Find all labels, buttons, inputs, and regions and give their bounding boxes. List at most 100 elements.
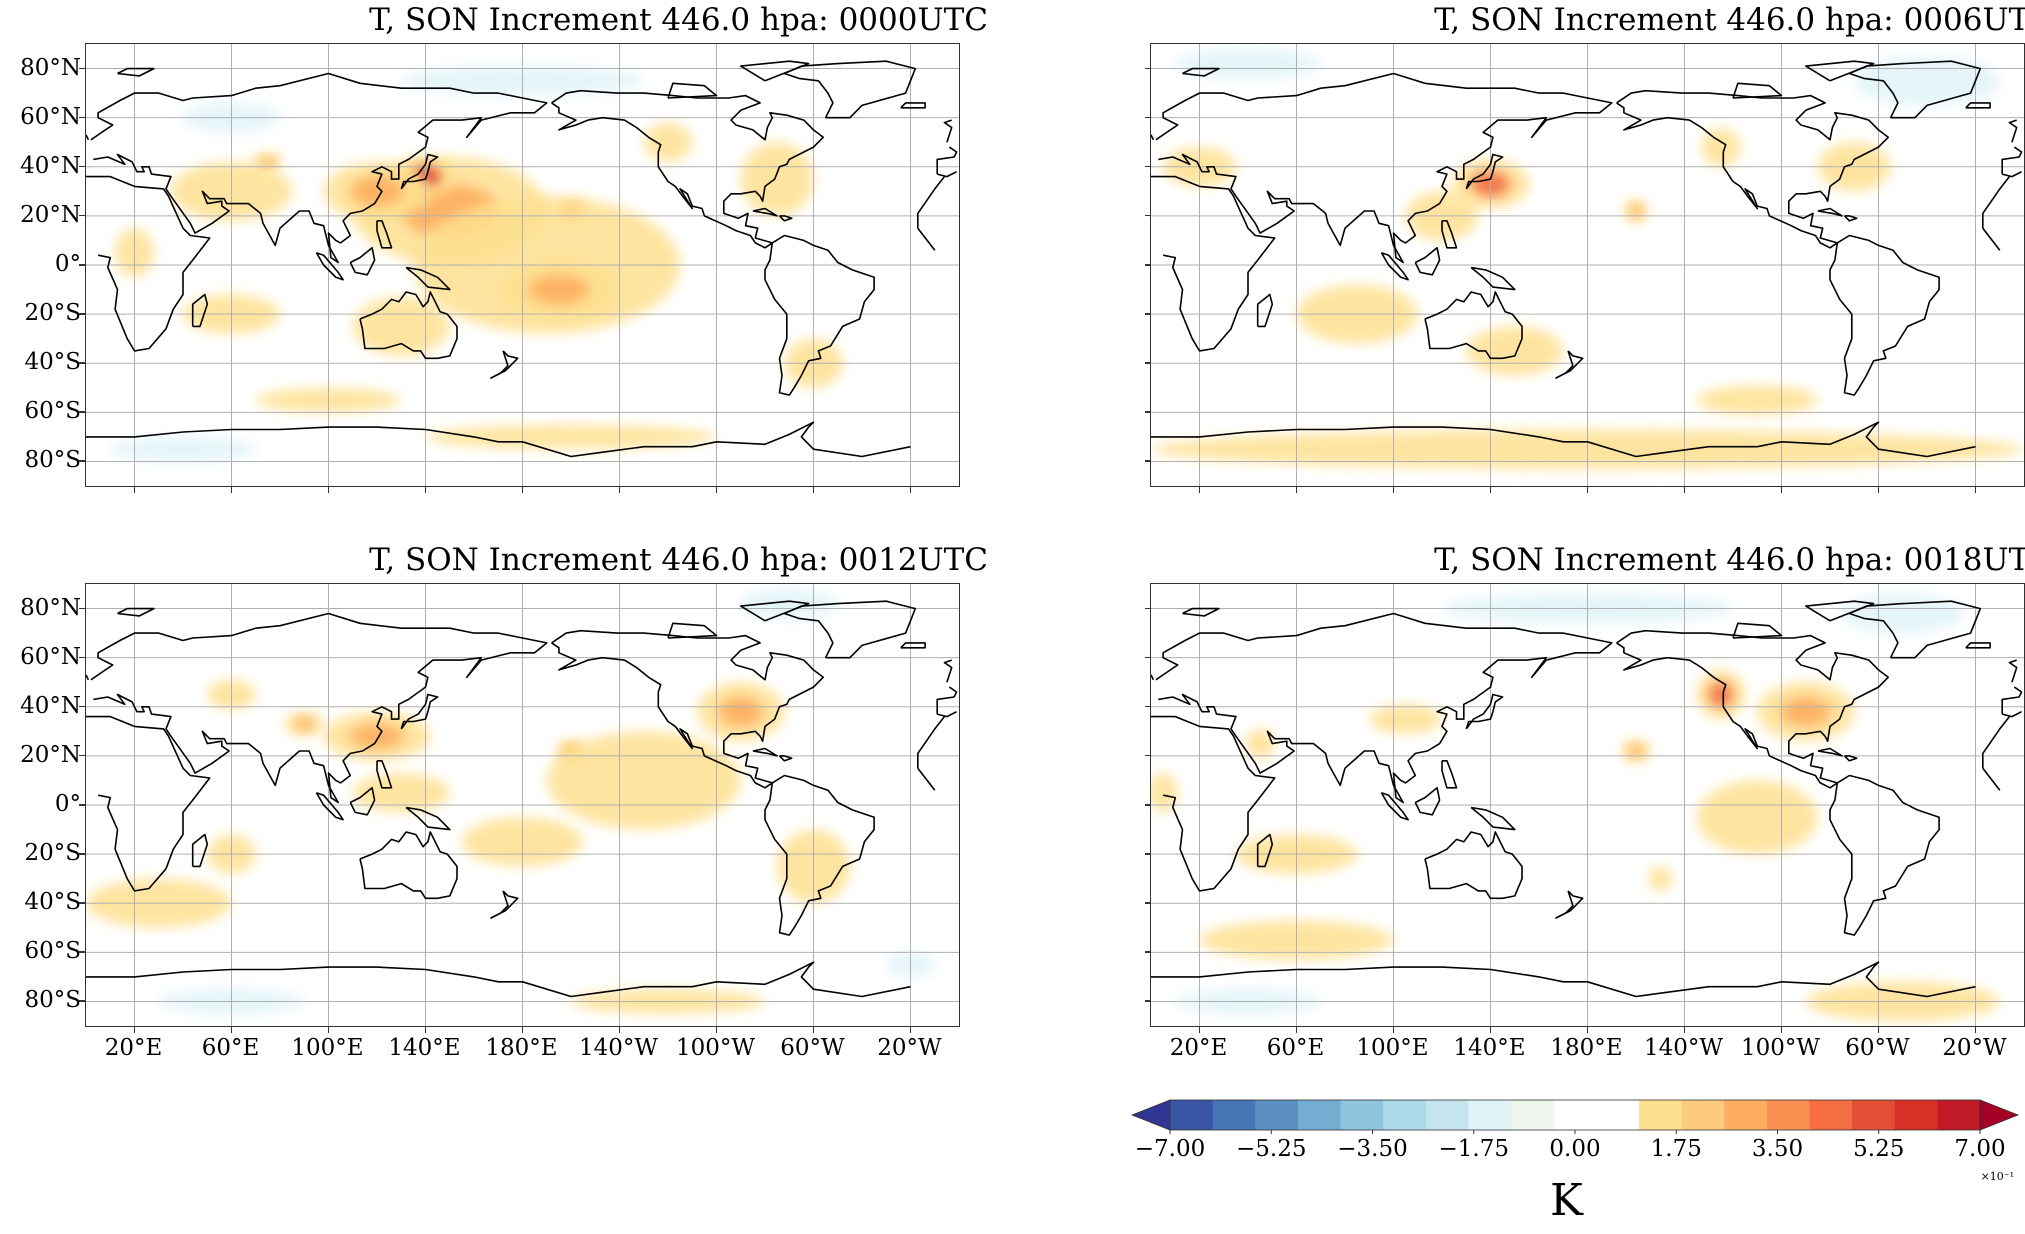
colorbar-bin bbox=[1340, 1100, 1384, 1130]
lat-tick-mark bbox=[79, 214, 85, 217]
coastline bbox=[1587, 421, 1976, 458]
colorbar-bin bbox=[1255, 1100, 1299, 1130]
colorbar-unit-label: K bbox=[1550, 1175, 1583, 1226]
colorbar: −7.00 −5.25 −3.50 −1.75 0.00 1.75 3.50 5.25 7.00… bbox=[1130, 1095, 2020, 1230]
increment-blob bbox=[110, 436, 256, 462]
lat-tick-mark bbox=[1145, 705, 1151, 708]
map-canvas bbox=[86, 44, 959, 486]
coastline bbox=[359, 291, 458, 360]
coastlines bbox=[86, 60, 958, 458]
colorbar-bin bbox=[1638, 1100, 1683, 1130]
lon-tick-mark bbox=[424, 487, 426, 493]
lat-tick-label: 0° bbox=[54, 791, 81, 817]
lat-tick-mark bbox=[79, 362, 85, 364]
colorbar-tick-label: 1.75 bbox=[1650, 1136, 1702, 1162]
lon-tick-label: 60°W bbox=[780, 1035, 845, 1061]
coastline bbox=[1151, 966, 1588, 983]
coastline bbox=[400, 153, 439, 190]
lat-tick-mark bbox=[79, 313, 85, 315]
lon-tick-mark bbox=[1586, 487, 1588, 493]
increment-core bbox=[1629, 204, 1643, 218]
coastline bbox=[1414, 247, 1441, 276]
lat-tick-label: 20°N bbox=[20, 741, 81, 768]
lon-tick-mark bbox=[812, 487, 814, 493]
map-frame bbox=[85, 43, 960, 487]
lon-tick-label: 20°E bbox=[104, 1035, 163, 1061]
coastline bbox=[315, 251, 344, 281]
lat-tick-mark bbox=[79, 1000, 85, 1002]
coastline bbox=[1470, 806, 1516, 831]
coastline bbox=[86, 426, 523, 443]
graticule bbox=[86, 584, 959, 1026]
lon-tick-mark bbox=[521, 1027, 523, 1033]
coastline bbox=[740, 60, 810, 82]
lat-tick-mark bbox=[1145, 411, 1151, 413]
graticule bbox=[86, 44, 959, 486]
coastline bbox=[900, 102, 926, 109]
lat-tick-label: 60°S bbox=[24, 938, 81, 965]
lon-tick-mark bbox=[1586, 1027, 1588, 1033]
lon-tick-label: 20°W bbox=[877, 1035, 942, 1061]
coastline bbox=[1848, 60, 1982, 119]
coastline bbox=[764, 234, 875, 396]
coastline bbox=[937, 170, 957, 178]
lon-tick-mark bbox=[1198, 487, 1200, 493]
coastline bbox=[117, 607, 155, 617]
coastline bbox=[1151, 426, 1588, 443]
coastline bbox=[2008, 659, 2018, 683]
lon-tick-label: 60°E bbox=[1266, 1035, 1325, 1061]
coastlines bbox=[1151, 60, 2023, 458]
lat-tick-mark bbox=[1145, 754, 1151, 757]
map-canvas bbox=[86, 584, 959, 1026]
coastline bbox=[1470, 266, 1516, 291]
increment-blob bbox=[1245, 728, 1275, 759]
colorbar-bin bbox=[1766, 1100, 1810, 1130]
increment-blob bbox=[1854, 56, 2000, 106]
lon-tick-mark bbox=[230, 487, 232, 493]
colorbar-tick-label: 3.50 bbox=[1751, 1136, 1804, 1162]
lat-tick-mark bbox=[79, 804, 85, 806]
coastline bbox=[86, 966, 523, 983]
lon-tick-label: 140°W bbox=[578, 1035, 659, 1061]
lon-tick-mark bbox=[1683, 487, 1685, 493]
colorbar-tick-label: −5.25 bbox=[1236, 1136, 1307, 1162]
coastline bbox=[191, 833, 209, 868]
lat-tick-label: 20°S bbox=[24, 840, 81, 867]
coastline bbox=[359, 831, 458, 900]
lat-tick-mark bbox=[79, 264, 85, 266]
map-canvas bbox=[1151, 584, 2024, 1026]
colorbar-bin bbox=[1596, 1100, 1640, 1130]
lon-tick-label: 60°W bbox=[1845, 1035, 1910, 1061]
lat-tick-label: 80°S bbox=[24, 447, 81, 474]
coastline bbox=[90, 72, 548, 264]
lat-tick-mark bbox=[1145, 116, 1151, 119]
lat-tick-label: 20°N bbox=[20, 201, 81, 228]
increment-core bbox=[1628, 744, 1644, 758]
lat-tick-label: 40°S bbox=[24, 349, 81, 376]
coastline bbox=[667, 82, 718, 99]
coastline bbox=[191, 293, 209, 328]
lon-tick-mark bbox=[1974, 1027, 1976, 1033]
lat-tick-label: 40°S bbox=[24, 889, 81, 916]
lat-tick-mark bbox=[79, 951, 85, 953]
lat-tick-mark bbox=[79, 607, 85, 610]
lon-tick-label: 100°W bbox=[675, 1035, 756, 1061]
lat-tick-label: 20°S bbox=[24, 300, 81, 327]
colorbar-bin bbox=[1212, 1100, 1256, 1130]
coastline bbox=[1465, 153, 1504, 190]
coastline bbox=[349, 787, 376, 816]
lat-tick-mark bbox=[1145, 607, 1151, 610]
increment-blob bbox=[1701, 127, 1741, 167]
lon-tick-mark bbox=[1489, 487, 1491, 493]
lat-tick-mark bbox=[79, 705, 85, 708]
increment-core bbox=[350, 176, 404, 207]
coastline bbox=[349, 247, 376, 276]
lon-tick-mark bbox=[133, 487, 135, 493]
coastline bbox=[917, 176, 946, 229]
map-frame bbox=[1150, 43, 2025, 487]
map-canvas bbox=[1151, 44, 2024, 486]
coastline bbox=[936, 146, 958, 175]
increment-blob bbox=[1151, 773, 1178, 813]
lon-tick-mark bbox=[1198, 1027, 1200, 1033]
coastline bbox=[778, 215, 793, 222]
